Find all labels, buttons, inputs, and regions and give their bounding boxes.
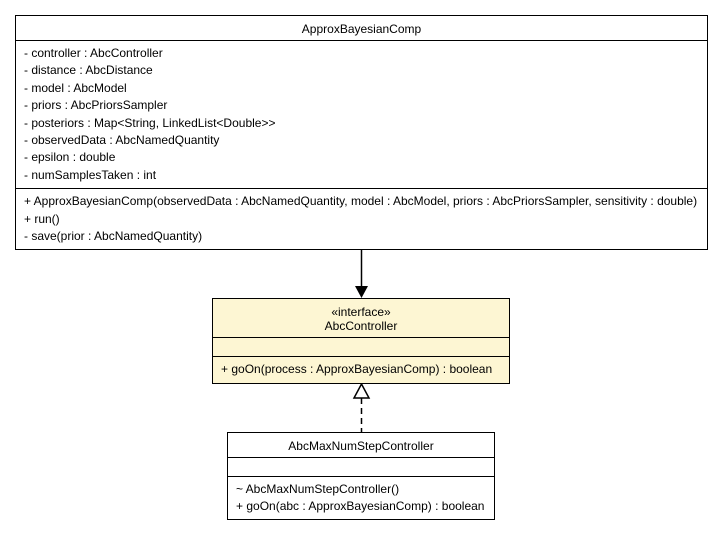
field: - controller : AbcController: [24, 45, 699, 62]
methods-section: + ApproxBayesianComp(observedData : AbcN…: [16, 188, 707, 249]
class-title-section: AbcMaxNumStepController: [228, 433, 494, 457]
methods-section: ~ AbcMaxNumStepController() + goOn(abc :…: [228, 476, 494, 520]
field: - model : AbcModel: [24, 80, 699, 97]
method: + ApproxBayesianComp(observedData : AbcN…: [24, 193, 699, 210]
field: - observedData : AbcNamedQuantity: [24, 132, 699, 149]
fields-section-empty: [228, 457, 494, 476]
field: - distance : AbcDistance: [24, 62, 699, 79]
method: ~ AbcMaxNumStepController(): [236, 481, 486, 498]
method: + goOn(process : ApproxBayesianComp) : b…: [221, 361, 501, 378]
class-name: ApproxBayesianComp: [302, 22, 421, 36]
realization-arrow: [15, 384, 708, 432]
class-title-section: ApproxBayesianComp: [16, 16, 707, 40]
interface-name: AbcController: [221, 319, 501, 333]
interface-abc-controller: «interface» AbcController + goOn(process…: [212, 298, 510, 383]
association-arrow: [15, 250, 708, 298]
class-approx-bayesian-comp: ApproxBayesianComp - controller : AbcCon…: [15, 15, 708, 250]
fields-section: - controller : AbcController - distance …: [16, 40, 707, 188]
interface-title-section: «interface» AbcController: [213, 299, 509, 337]
class-name: AbcMaxNumStepController: [288, 439, 433, 453]
methods-section: + goOn(process : ApproxBayesianComp) : b…: [213, 356, 509, 382]
method: - save(prior : AbcNamedQuantity): [24, 228, 699, 245]
class-abc-max-num-step-controller: AbcMaxNumStepController ~ AbcMaxNumStepC…: [227, 432, 495, 521]
field: - priors : AbcPriorsSampler: [24, 97, 699, 114]
method: + run(): [24, 211, 699, 228]
field: - epsilon : double: [24, 149, 699, 166]
stereotype: «interface»: [221, 305, 501, 319]
method: + goOn(abc : ApproxBayesianComp) : boole…: [236, 498, 486, 515]
field: - numSamplesTaken : int: [24, 167, 699, 184]
field: - posteriors : Map<String, LinkedList<Do…: [24, 115, 699, 132]
fields-section-empty: [213, 337, 509, 356]
